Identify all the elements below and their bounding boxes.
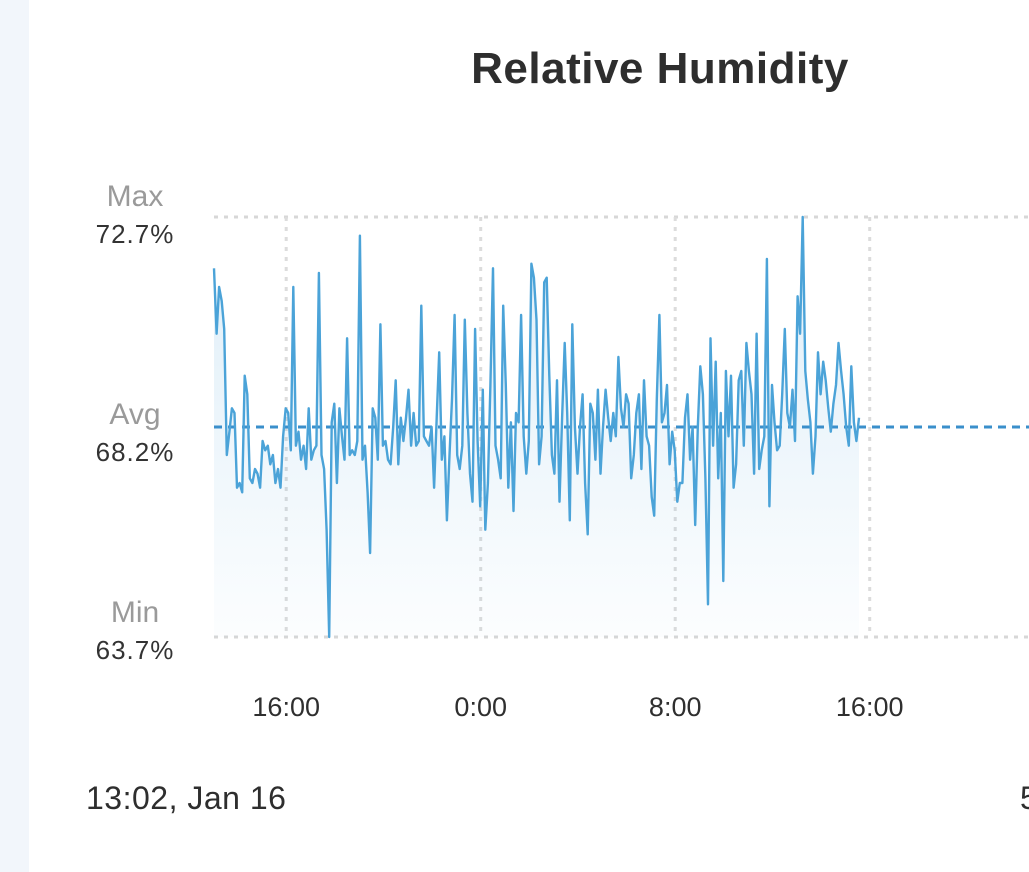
avg-label-group: Avg 68.2% [60,396,210,470]
humidity-chart[interactable]: 16:00 0:00 8:00 16:00 [0,0,1029,760]
time-range-start: 13:02, Jan 16 [86,780,287,816]
x-tick-label: 8:00 [649,692,702,722]
max-value: 72.7% [95,219,175,249]
min-label-group: Min 63.7% [60,594,210,668]
series-line [212,215,861,639]
x-tick-label: 0:00 [454,692,507,722]
avg-value: 68.2% [95,437,175,467]
left-panel-strip [0,0,29,872]
x-tick-label: 16:00 [252,692,320,722]
max-label: Max [106,180,164,213]
avg-label: Avg [109,398,161,431]
min-value: 63.7% [95,635,175,665]
max-label-group: Max 72.7% [60,178,210,252]
min-label: Min [110,596,160,629]
chart-title: Relative Humidity [471,44,849,93]
x-tick-label: 16:00 [836,692,904,722]
time-range-end: 5 [1020,780,1029,816]
x-axis-ticks: 16:00 0:00 8:00 16:00 [252,692,903,722]
